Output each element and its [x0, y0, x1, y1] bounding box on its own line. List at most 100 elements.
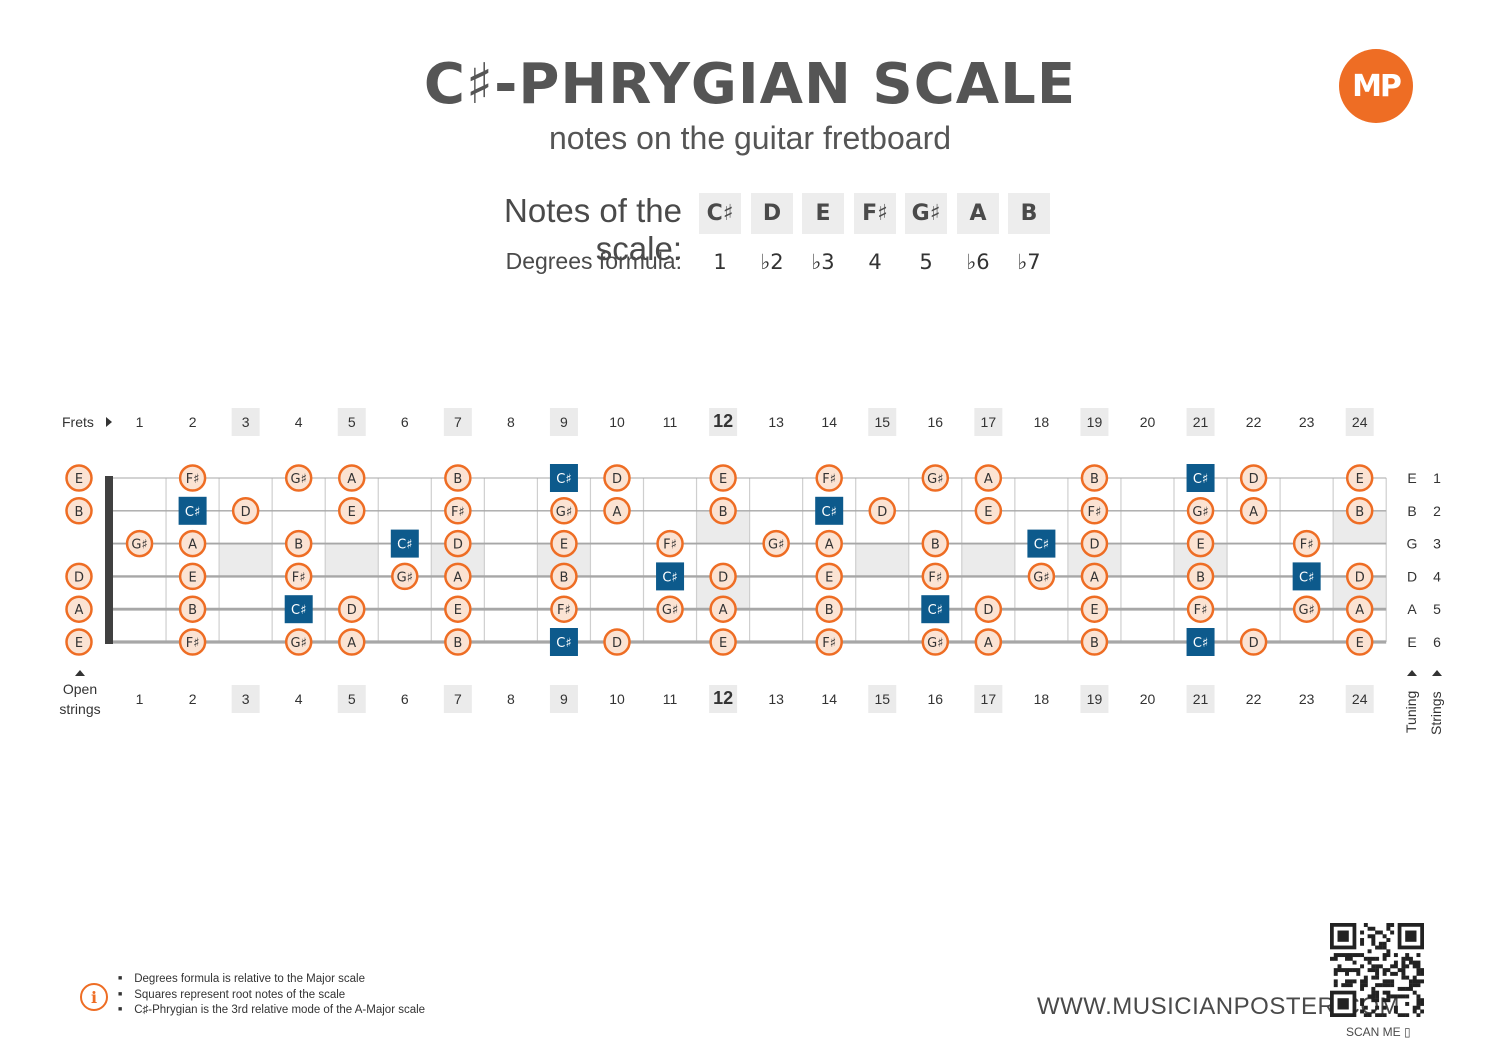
- root-note: [284, 595, 313, 624]
- fret-number: 11: [663, 691, 678, 707]
- scale-note-dot: [709, 497, 737, 525]
- note-label: D: [983, 603, 993, 618]
- note-label: B: [453, 636, 462, 651]
- triangle-right-icon: [106, 417, 112, 427]
- scale-note-dot: [815, 562, 843, 591]
- fret-number: 2: [189, 414, 197, 430]
- note-label: F♯: [186, 472, 200, 487]
- note-label: A: [1090, 570, 1099, 585]
- fret-number-box: [1080, 408, 1109, 436]
- root-note: [549, 464, 578, 492]
- fret-number: 23: [1299, 414, 1315, 430]
- fret-number: 15: [874, 691, 890, 707]
- note-label: B: [1090, 472, 1099, 487]
- scale-note-dot: [1239, 464, 1268, 492]
- scale-note-dot: [1292, 529, 1321, 558]
- fret-number-box: [1186, 685, 1215, 713]
- fret-number-box: [974, 685, 1003, 713]
- scale-note-dot: [1027, 562, 1056, 591]
- note-label: C♯: [1193, 636, 1208, 651]
- scale-note-dot: [709, 464, 737, 492]
- scale-note: G♯: [905, 193, 947, 234]
- triangle-up-icon: [1432, 670, 1442, 676]
- scale-note-dot: [65, 562, 93, 591]
- note-label: C♯: [185, 505, 200, 520]
- string-number: 5: [1433, 601, 1441, 617]
- fret-number: 4: [295, 691, 303, 707]
- scan-me-text: SCAN ME: [1346, 1025, 1401, 1039]
- logo[interactable]: MP: [1339, 49, 1413, 123]
- fret-number: 6: [401, 414, 409, 430]
- fret-number: 5: [348, 414, 356, 430]
- scale-note-dot: [550, 562, 578, 591]
- note-label: D: [1249, 636, 1259, 651]
- scale-note-dot: [284, 628, 313, 656]
- scale-note-dot: [444, 497, 472, 525]
- note-label: B: [75, 505, 84, 520]
- scale-note: F♯: [854, 193, 896, 234]
- scale-note-dot: [1186, 529, 1215, 558]
- qr-code-icon[interactable]: [1330, 923, 1424, 1017]
- note-label: D: [718, 570, 728, 585]
- note-label: C♯: [291, 603, 306, 618]
- string-number: 4: [1433, 568, 1441, 584]
- note-label: D: [612, 636, 622, 651]
- fret-number: 24: [1352, 691, 1368, 707]
- note-label: D: [74, 570, 84, 585]
- note-label: E: [454, 603, 462, 618]
- note-label: A: [347, 636, 356, 651]
- note-label: C♯: [556, 636, 571, 651]
- scale-note-dot: [921, 628, 950, 656]
- scale-note-dot: [338, 497, 366, 525]
- note-label: A: [453, 570, 462, 585]
- note-label: G♯: [768, 538, 784, 553]
- notes-of-scale-label: Notes of the scale:: [504, 192, 682, 267]
- fret-number: 9: [560, 691, 568, 707]
- scale-note-dot: [65, 628, 93, 656]
- scale-note-dot: [1080, 628, 1109, 656]
- fret-number: 3: [242, 691, 250, 707]
- fret-number-box: [1080, 685, 1109, 713]
- fret-number-box: [231, 685, 260, 713]
- fret-number-box: [337, 685, 366, 713]
- fret-number: 22: [1246, 414, 1262, 430]
- fret-number: 11: [663, 414, 678, 430]
- root-note: [1186, 628, 1215, 656]
- fret-marker: [855, 543, 909, 577]
- scan-me-label: SCAN ME ▯: [1346, 1025, 1411, 1039]
- scale-degree: ♭6: [966, 250, 990, 274]
- scale-note-dot: [1345, 628, 1374, 656]
- scale-note-dot: [603, 628, 631, 656]
- note-label: F♯: [1300, 538, 1314, 553]
- note-label: G♯: [397, 570, 413, 585]
- note-label: D: [453, 538, 463, 553]
- string-number: 3: [1433, 536, 1441, 552]
- note-label: A: [1249, 505, 1258, 520]
- scale-note-dot: [1292, 595, 1321, 623]
- scale-note-dot: [815, 628, 843, 656]
- scale-note-dot: [444, 595, 472, 623]
- note-label: E: [560, 538, 568, 553]
- scale-note-dot: [1186, 497, 1215, 525]
- scale-note-dot: [444, 628, 472, 656]
- open-strings-label: strings: [59, 701, 100, 717]
- scale-note-dot: [284, 529, 313, 558]
- scale-note-dot: [65, 497, 93, 525]
- scale-note-dot: [338, 595, 366, 623]
- note-label: F♯: [292, 570, 306, 585]
- root-note: [815, 496, 844, 525]
- scale-note-dot: [1080, 595, 1109, 623]
- note-label: E: [75, 636, 83, 651]
- scale-note-dot: [338, 628, 366, 656]
- fret-marker: [219, 543, 273, 577]
- scale-note-dot: [1345, 595, 1374, 623]
- scale-note: E: [802, 193, 844, 234]
- note-label: A: [984, 472, 993, 487]
- note-label: G♯: [927, 472, 943, 487]
- note-label: C♯: [397, 538, 412, 553]
- note-label: G♯: [1033, 570, 1049, 585]
- fret-number-box: [1186, 408, 1215, 436]
- footer-note: C♯-Phrygian is the 3rd relative mode of …: [118, 1003, 425, 1019]
- fret-number-box: [443, 408, 472, 436]
- fret-number-box: [549, 685, 578, 713]
